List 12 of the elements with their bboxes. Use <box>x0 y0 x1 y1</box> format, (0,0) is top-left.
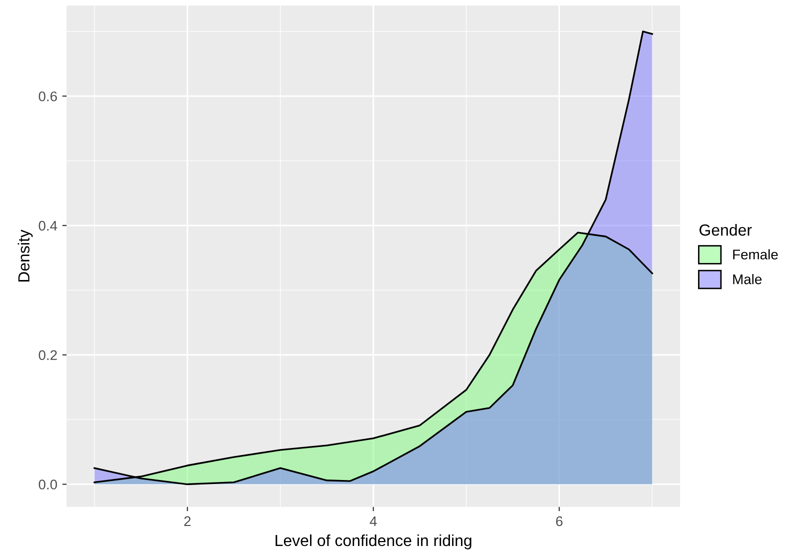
y-tick-label: 0.0 <box>38 480 57 490</box>
x-tick-label: 4 <box>370 516 377 526</box>
x-tick-label: 6 <box>556 516 562 526</box>
legend-title: Gender <box>700 224 752 236</box>
legend-label: Female <box>733 249 778 260</box>
y-tick-label: 0.6 <box>38 91 57 102</box>
legend-label: Male <box>733 274 762 284</box>
x-axis-title: Level of confidence in riding <box>276 534 472 550</box>
x-tick-label: 2 <box>184 516 191 526</box>
y-tick-label: 0.2 <box>38 350 57 360</box>
y-tick-label: 0.4 <box>38 220 58 231</box>
y-axis-title: Density <box>18 230 33 282</box>
